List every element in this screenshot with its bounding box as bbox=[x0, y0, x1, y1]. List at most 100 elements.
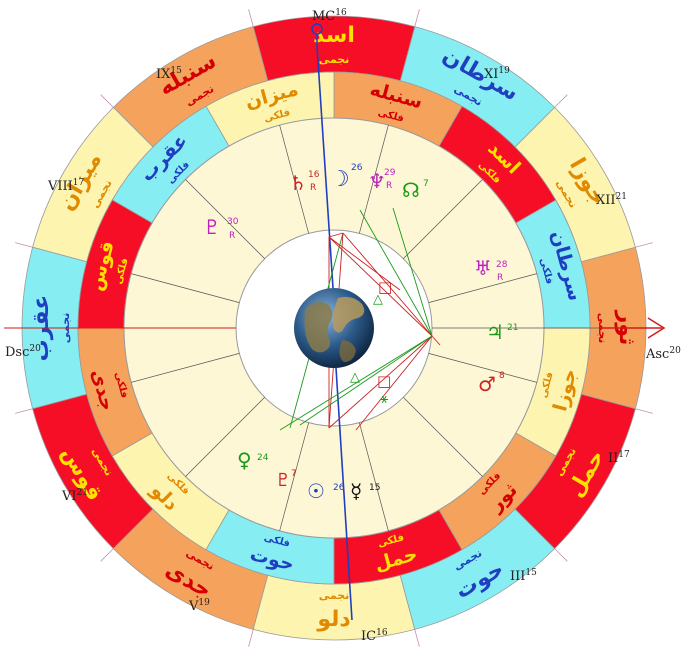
aspect-square-1: □ bbox=[378, 278, 392, 296]
house-vi-label: VI21 bbox=[61, 488, 88, 504]
house-line bbox=[428, 353, 537, 383]
pluto-retro: R bbox=[229, 231, 235, 241]
cusp-tick bbox=[248, 9, 254, 27]
house-v-label: V19 bbox=[188, 598, 210, 614]
house-line bbox=[428, 273, 537, 303]
house-iii-label: III15 bbox=[510, 568, 537, 584]
aspect-trine-2: △ bbox=[350, 370, 360, 385]
aspect-line bbox=[342, 232, 433, 337]
house-line bbox=[185, 397, 265, 477]
moon-degree: 26 bbox=[351, 163, 363, 173]
aspect-line bbox=[355, 335, 433, 431]
house-line bbox=[279, 125, 309, 234]
pluto2-degree: 7 bbox=[291, 469, 297, 479]
venus-glyph: ♀ bbox=[237, 448, 252, 472]
cusp-tick bbox=[100, 548, 114, 562]
aspect-glyphs: △ □ △ □ ⚹ bbox=[350, 278, 392, 407]
cusp-tick bbox=[15, 242, 33, 248]
house-line bbox=[131, 353, 240, 383]
neptune-retro: R bbox=[386, 181, 392, 191]
house-xi-label: XI19 bbox=[484, 66, 510, 82]
ic-label: IC16 bbox=[361, 628, 388, 644]
house-line bbox=[359, 422, 389, 531]
outer-sign-3: اسد نجمی bbox=[252, 15, 416, 82]
asc-label: Asc20 bbox=[645, 346, 681, 362]
house-line bbox=[131, 273, 240, 303]
uranus-retro: R bbox=[497, 273, 503, 283]
cusp-tick bbox=[554, 548, 568, 562]
house-ix-label: IX15 bbox=[156, 66, 182, 82]
house-line bbox=[185, 179, 265, 259]
asc-arrow-icon bbox=[600, 317, 666, 339]
planets: ♄ 16 R ☽ 26 ♆ 29 R ☊ 7 ♅ 28 R ♃ 21 ♂ 8 ☿… bbox=[203, 163, 518, 503]
cusp-tick bbox=[414, 629, 420, 647]
house-cusp-lines bbox=[4, 9, 653, 647]
outer-sign-9: دلو نجمی bbox=[252, 574, 416, 641]
cusp-tick bbox=[100, 94, 114, 108]
ic-axis bbox=[335, 367, 353, 621]
house-line bbox=[279, 422, 309, 531]
outer-sign-sub: نجمی bbox=[319, 589, 350, 602]
neptune-glyph: ♆ bbox=[368, 169, 386, 193]
saturn-degree: 16 bbox=[308, 170, 320, 180]
moon-glyph: ☽ bbox=[330, 167, 350, 192]
uranus-degree: 28 bbox=[496, 260, 508, 270]
aspect-line bbox=[328, 232, 344, 238]
dsc-label: Dsc20 bbox=[5, 344, 41, 360]
aspect-sextile: ⚹ bbox=[380, 391, 389, 407]
house-ii-label: II17 bbox=[608, 450, 630, 466]
aspect-trine-1: △ bbox=[373, 292, 383, 307]
cusp-tick bbox=[15, 408, 33, 414]
cusp-tick bbox=[414, 9, 420, 27]
pluto-glyph: ♇ bbox=[203, 215, 221, 239]
aspect-line bbox=[328, 236, 433, 337]
pluto2-glyph: ♇ bbox=[275, 470, 291, 491]
house-line bbox=[403, 179, 483, 259]
earth-icon bbox=[294, 288, 374, 368]
mars-degree: 8 bbox=[499, 371, 505, 381]
venus-degree: 24 bbox=[257, 453, 269, 463]
aspect-line bbox=[279, 335, 433, 431]
outer-sign-name: اسد bbox=[313, 23, 355, 48]
aspect-line bbox=[431, 335, 441, 346]
aspect-line bbox=[359, 209, 433, 337]
mc-axis bbox=[316, 45, 334, 289]
house-line bbox=[403, 397, 483, 477]
aspect-line bbox=[328, 335, 433, 429]
aspect-line bbox=[392, 207, 433, 337]
outer-sign-name: دلو bbox=[316, 607, 350, 632]
jupiter-glyph: ♃ bbox=[486, 320, 504, 344]
uranus-glyph: ♅ bbox=[474, 256, 492, 280]
outer-sign-sub: نجمی bbox=[319, 53, 350, 66]
mars-glyph: ♂ bbox=[478, 372, 496, 396]
aspect-square-2: □ bbox=[377, 372, 391, 390]
house-viii-label: VIII17 bbox=[47, 178, 85, 194]
house-line bbox=[359, 125, 389, 234]
jupiter-degree: 21 bbox=[507, 323, 518, 333]
aspect-line bbox=[328, 236, 401, 291]
node-glyph: ☊ bbox=[402, 178, 420, 202]
cusp-tick bbox=[554, 94, 568, 108]
pluto-degree: 30 bbox=[227, 217, 239, 227]
saturn-glyph: ♄ bbox=[289, 171, 307, 195]
sun-degree: 26 bbox=[333, 483, 345, 493]
mc-marker-icon bbox=[311, 23, 323, 46]
cusp-tick bbox=[635, 408, 653, 414]
mc-label: MC16 bbox=[312, 8, 347, 24]
cusp-tick bbox=[248, 629, 254, 647]
node-degree: 7 bbox=[423, 179, 429, 189]
house-xii-label: XII21 bbox=[596, 192, 627, 208]
neptune-degree: 29 bbox=[384, 168, 396, 178]
aspect-line bbox=[299, 335, 433, 426]
sun-glyph: ☉ bbox=[307, 479, 325, 503]
saturn-retro: R bbox=[310, 183, 316, 193]
